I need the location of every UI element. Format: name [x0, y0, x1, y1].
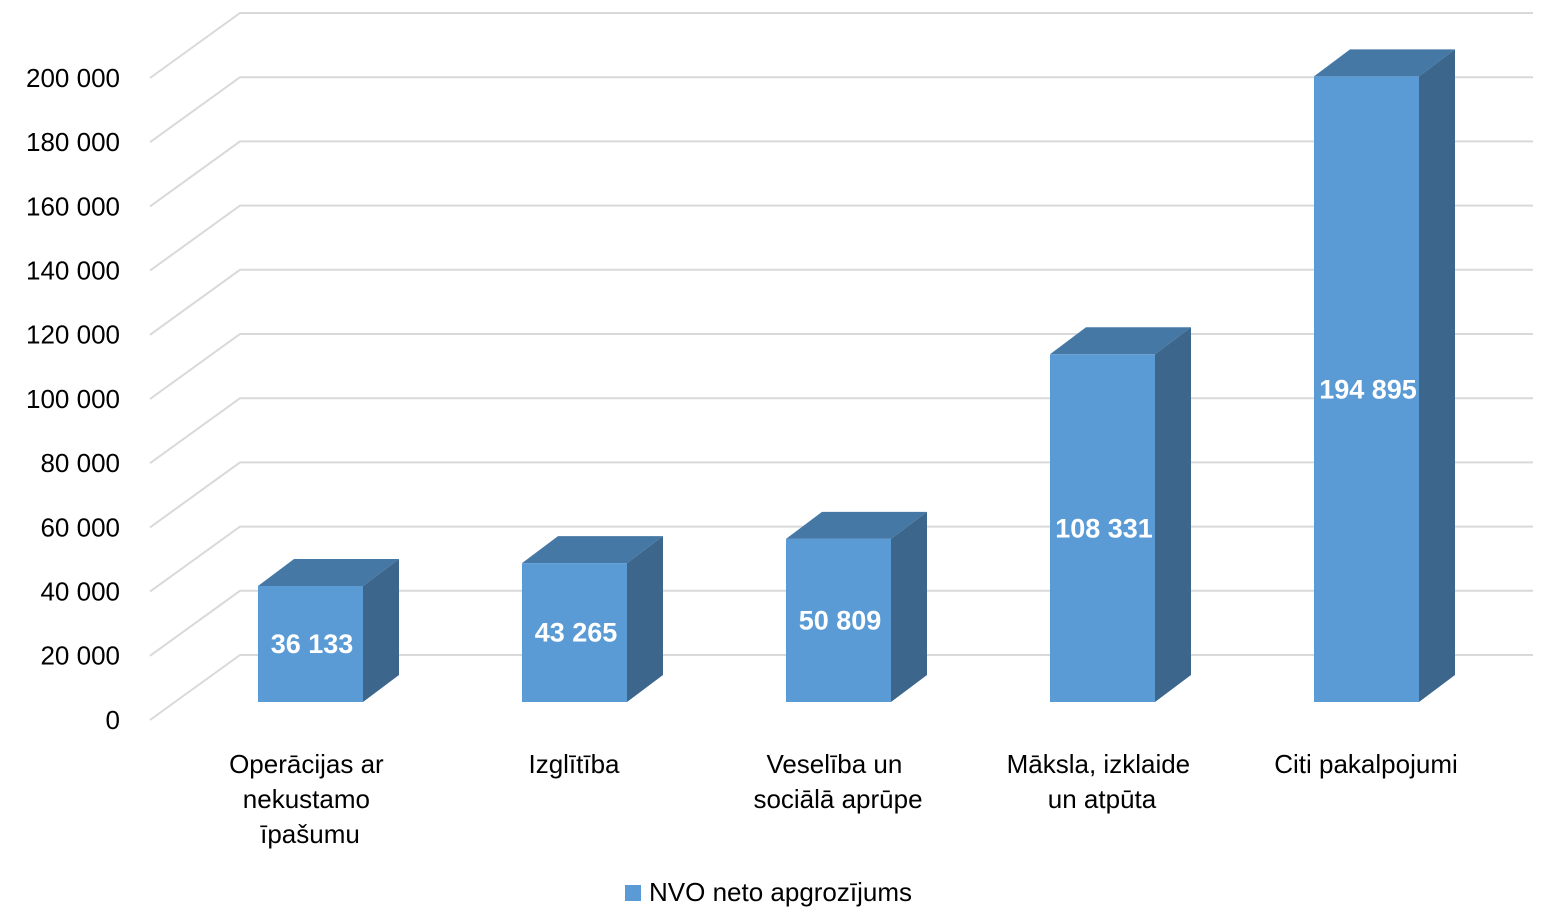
y-tick-label: 0	[106, 705, 120, 735]
bar-side	[627, 536, 663, 702]
x-tick-label: Veselība un sociālā aprūpe	[753, 749, 922, 814]
y-tick-label: 80 000	[40, 448, 120, 478]
bar-top	[1050, 327, 1191, 355]
bar-top	[522, 536, 663, 564]
y-tick-label: 140 000	[26, 255, 120, 285]
grid-line	[149, 12, 1533, 79]
bar	[1050, 354, 1155, 702]
bar-side	[363, 559, 399, 702]
data-label: 36 133	[271, 629, 354, 659]
grid-line	[149, 140, 1533, 208]
bar-top	[258, 559, 399, 587]
data-label: 194 895	[1319, 374, 1417, 404]
x-tick-label: Māksla, izklaide un atpūta	[1007, 749, 1198, 814]
x-tick-line: Citi pakalpojumi	[1274, 749, 1458, 779]
x-tick-line: un atpūta	[1048, 784, 1157, 814]
bar-side	[891, 511, 927, 702]
bar	[522, 563, 627, 702]
bar	[1314, 76, 1419, 703]
data-label: 43 265	[535, 618, 618, 648]
x-tick-line: Māksla, izklaide	[1007, 749, 1198, 779]
y-tick-label: 60 000	[40, 512, 120, 542]
x-tick-line: nekustamo	[243, 784, 377, 814]
bar-side	[1155, 327, 1191, 702]
bar-side	[1419, 49, 1455, 703]
legend-label: NVO neto apgrozījums	[649, 877, 912, 907]
x-tick-label: Citi pakalpojumi	[1274, 749, 1458, 779]
x-tick-line: Veselība un	[766, 749, 909, 779]
grid-line	[149, 204, 1533, 272]
x-tick-label: Operācijas ar nekustamo īpašumu	[229, 749, 391, 849]
y-tick-label: 120 000	[26, 320, 120, 350]
bar	[258, 586, 363, 702]
x-tick-label: Izglītība	[528, 749, 620, 779]
x-tick-line: Izglītība	[528, 749, 620, 779]
y-tick-label: 20 000	[40, 641, 120, 671]
bar	[786, 538, 891, 702]
bar-top	[1314, 49, 1455, 77]
y-tick-label: 180 000	[26, 127, 120, 157]
y-tick-label: 100 000	[26, 384, 120, 414]
y-tick-label: 200 000	[26, 63, 120, 93]
grid-line	[149, 268, 1533, 336]
x-tick-line: sociālā aprūpe	[753, 784, 922, 814]
legend-swatch	[625, 885, 641, 901]
y-tick-label: 40 000	[40, 576, 120, 606]
y-tick-label: 160 000	[26, 191, 120, 221]
x-tick-line: Operācijas ar	[229, 749, 391, 779]
data-label: 50 809	[799, 606, 882, 636]
grid-line	[149, 76, 1533, 144]
x-tick-line: īpašumu	[260, 819, 360, 849]
data-label: 108 331	[1055, 513, 1153, 543]
bar-top	[786, 511, 927, 539]
